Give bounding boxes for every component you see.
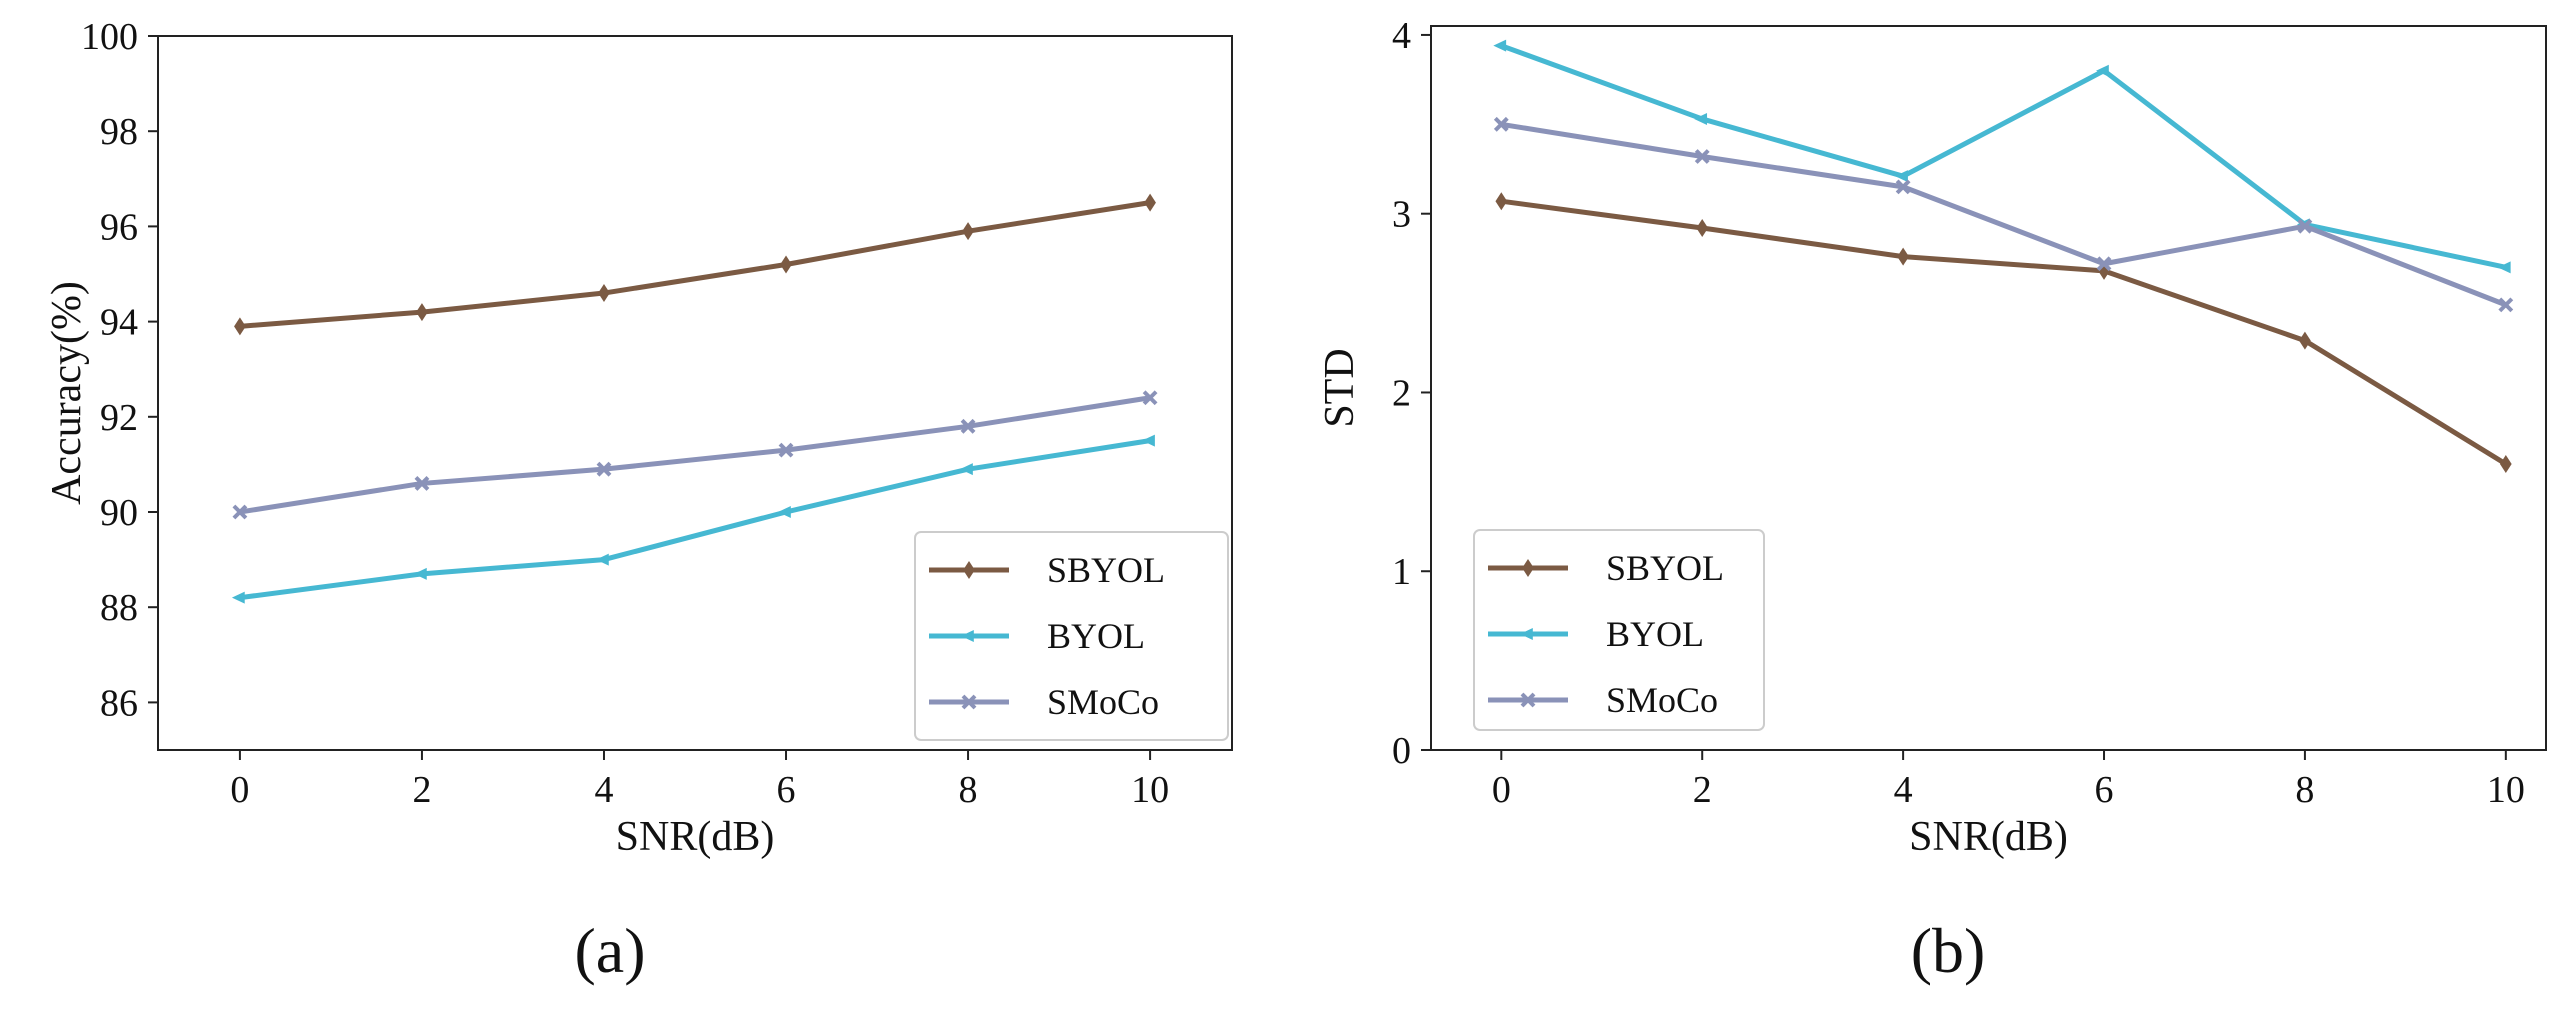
- chart-a-point-sbyol: [962, 222, 974, 241]
- chart-b-point-byol: [1895, 170, 1908, 183]
- chart-b-point-smoco: [2498, 297, 2514, 313]
- chart-a-point-sbyol: [598, 284, 610, 303]
- chart-a-y-axis-title: Accuracy(%): [44, 281, 90, 505]
- chart-a-point-sbyol: [234, 317, 246, 336]
- chart-b-x-tick-label: 2: [1693, 769, 1712, 811]
- chart-a-line-sbyol: [239, 200, 1151, 329]
- chart-a-point-smoco: [596, 461, 612, 477]
- chart-a-legend-label-smoco: SMoCo: [1047, 682, 1159, 722]
- chart-b-legend-marker-sbyol: [1522, 559, 1534, 577]
- chart-b-line-smoco: [1500, 121, 2507, 308]
- chart-a-series-smoco: [232, 390, 1158, 520]
- chart-a-legend-box: [914, 531, 1229, 741]
- chart-b-x-tick-label: 10: [2487, 769, 2525, 811]
- chart-a-point-smoco: [1142, 390, 1158, 406]
- chart-a-y-tick-label: 90: [100, 492, 138, 534]
- chart-b-point-byol: [1493, 39, 1507, 52]
- chart-a-legend-marker-smoco: [961, 694, 977, 710]
- chart-a-point-byol: [778, 506, 791, 518]
- chart-b-y-tick-label: 1: [1392, 551, 1411, 593]
- chart-a-point-byol: [231, 591, 245, 604]
- chart-a-series-sbyol: [234, 193, 1156, 336]
- chart-b-point-smoco: [2297, 218, 2313, 234]
- chart-b-x-tick-label: 0: [1492, 769, 1511, 811]
- chart-a-line-byol: [239, 438, 1151, 601]
- chart-b-legend-marker-byol: [1520, 628, 1533, 640]
- chart-a-point-sbyol: [1144, 193, 1156, 212]
- chart-b-x-tick-label: 8: [2295, 769, 2314, 811]
- chart-b-y-tick-label: 2: [1392, 372, 1411, 414]
- chart-a-point-smoco: [778, 442, 794, 458]
- chart-b-point-byol: [2497, 261, 2511, 274]
- chart-b-panel-label: (b): [1911, 915, 1986, 986]
- chart-b-y-axis-title: STD: [1317, 348, 1363, 427]
- chart-accuracy: 0 2 4 6 8 10 86 88 90 92 94 96 98 100 SNR(dB) Accuracy(…: [44, 16, 1233, 986]
- chart-a-legend-label-sbyol: SBYOL: [1047, 550, 1165, 590]
- chart-a-plot-frame: [157, 35, 1233, 751]
- chart-a-x-tick-label: 4: [594, 769, 613, 811]
- chart-b-point-smoco: [1493, 116, 1509, 132]
- chart-a-legend-marker-byol: [961, 630, 974, 642]
- chart-a-panel-label: (a): [574, 915, 645, 986]
- chart-b-series-smoco: [1493, 116, 2514, 313]
- chart-b-line-byol: [1500, 43, 2507, 270]
- chart-a-y-tick-label: 86: [100, 682, 138, 724]
- chart-a-series-byol: [231, 434, 1155, 604]
- chart-a-point-byol: [413, 567, 427, 580]
- chart-a-y-tick-label: 92: [100, 397, 138, 439]
- chart-b-point-smoco: [1694, 149, 1710, 164]
- chart-b-legend: SBYOL BYOL SMoCo: [1473, 529, 1765, 731]
- chart-b-series-sbyol: [1495, 192, 2512, 473]
- chart-a-legend-label-byol: BYOL: [1047, 616, 1145, 656]
- chart-a-x-axis-title: SNR(dB): [616, 814, 775, 860]
- chart-a-point-smoco: [960, 418, 976, 434]
- chart-b-series-byol: [1493, 39, 2511, 274]
- chart-a-x-tick-label: 6: [777, 769, 796, 811]
- chart-b-point-byol: [1694, 112, 1708, 125]
- chart-b-point-sbyol: [1897, 247, 1909, 266]
- chart-b-y-tick-label: 4: [1392, 15, 1411, 57]
- chart-b-point-byol: [2096, 64, 2109, 77]
- chart-a-y-tick-label: 100: [81, 16, 138, 58]
- chart-a-y-tick-label: 94: [100, 302, 138, 344]
- chart-b-legend-label-byol: BYOL: [1606, 614, 1704, 654]
- chart-a-point-byol: [960, 463, 973, 476]
- chart-a-x-tick-label: 10: [1131, 769, 1169, 811]
- chart-b-plot-frame: [1430, 25, 2547, 751]
- chart-b-point-smoco: [2096, 256, 2112, 272]
- chart-a-point-sbyol: [416, 303, 428, 322]
- chart-b-y-tick-label: 3: [1392, 194, 1411, 236]
- chart-a-point-byol: [595, 553, 609, 566]
- chart-a-y-tick-label: 88: [100, 587, 138, 629]
- chart-b-point-sbyol: [1495, 192, 1508, 211]
- chart-b-point-smoco: [1895, 179, 1911, 195]
- chart-b-legend-box: [1473, 529, 1765, 731]
- chart-b-y-tick-label: 0: [1392, 730, 1411, 772]
- chart-a-point-sbyol: [780, 255, 792, 274]
- chart-b-legend-label-sbyol: SBYOL: [1606, 548, 1724, 588]
- chart-a-legend: SBYOL BYOL SMoCo: [914, 531, 1229, 741]
- chart-b-legend-label-smoco: SMoCo: [1606, 680, 1718, 720]
- chart-a-x-tick-label: 0: [230, 769, 249, 811]
- chart-b-legend-marker-smoco: [1520, 692, 1536, 708]
- chart-b-line-sbyol: [1500, 198, 2508, 467]
- chart-a-legend-marker-sbyol: [963, 561, 975, 579]
- chart-b-x-tick-label: 4: [1894, 769, 1913, 811]
- chart-a-y-tick-label: 96: [100, 206, 138, 248]
- chart-b-x-tick-label: 6: [2095, 769, 2114, 811]
- chart-a-point-byol: [1142, 434, 1155, 447]
- chart-a-x-tick-label: 2: [412, 769, 431, 811]
- chart-a-y-tick-label: 98: [100, 111, 138, 153]
- chart-b-point-sbyol: [2499, 454, 2512, 473]
- chart-a-x-tick-label: 8: [959, 769, 978, 811]
- chart-b-point-sbyol: [2299, 331, 2311, 350]
- chart-b-x-axis-title: SNR(dB): [1909, 814, 2068, 860]
- chart-a-line-smoco: [239, 395, 1151, 515]
- chart-a-point-smoco: [414, 476, 430, 491]
- chart-a-point-smoco: [232, 504, 248, 520]
- chart-b-point-sbyol: [1696, 219, 1709, 238]
